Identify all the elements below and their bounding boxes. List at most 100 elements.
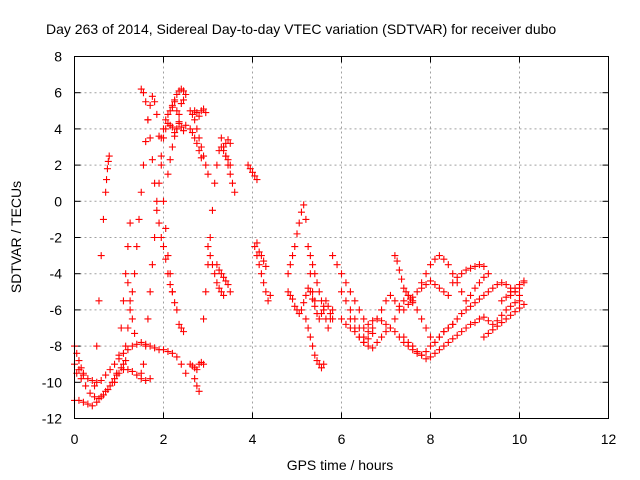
data-point [520, 300, 528, 308]
data-point [342, 320, 350, 328]
data-point [146, 101, 154, 109]
y-tick-label: -8 [50, 338, 63, 354]
data-point [142, 138, 150, 146]
data-point [142, 342, 150, 350]
data-point [402, 288, 410, 296]
data-point [177, 324, 185, 332]
data-point [378, 333, 386, 341]
data-point [135, 215, 143, 223]
data-point [498, 279, 506, 287]
y-tick-label: -6 [50, 302, 63, 318]
data-point [511, 299, 519, 307]
data-point [382, 297, 390, 305]
data-point [193, 366, 201, 374]
data-point [467, 320, 475, 328]
data-point [395, 266, 403, 274]
data-point [142, 376, 150, 384]
x-tick-label: 12 [601, 431, 617, 447]
data-point [391, 315, 399, 323]
data-point [502, 293, 510, 301]
data-point [111, 378, 119, 386]
data-point [324, 324, 332, 332]
data-point [304, 324, 312, 332]
data-point [422, 324, 430, 332]
data-point [311, 351, 319, 359]
data-point [360, 315, 368, 323]
data-point [440, 328, 448, 336]
data-point [175, 320, 183, 328]
data-point [502, 306, 510, 314]
data-point [462, 266, 470, 274]
data-point [228, 179, 236, 187]
series-t36 [360, 291, 457, 346]
data-point [126, 297, 134, 305]
data-point [317, 310, 325, 318]
data-point [444, 324, 452, 332]
data-point [131, 329, 139, 337]
series-t15 [124, 279, 139, 337]
data-point [155, 219, 163, 227]
data-point [507, 311, 515, 319]
data-point [173, 306, 181, 314]
data-point [498, 319, 506, 327]
series-t32 [306, 252, 337, 332]
data-point [195, 387, 203, 395]
plot-frame [74, 56, 609, 419]
data-point [168, 143, 176, 151]
data-point [262, 288, 270, 296]
data-point [128, 342, 136, 350]
data-point [511, 284, 519, 292]
data-point [99, 215, 107, 223]
data-point [406, 295, 414, 303]
data-point [191, 375, 199, 383]
data-point [297, 208, 305, 216]
data-point [200, 315, 208, 323]
data-point [160, 346, 167, 354]
data-point [313, 279, 321, 287]
data-point [151, 234, 159, 241]
data-point [484, 288, 492, 296]
x-tick-label: 10 [512, 431, 528, 447]
data-point [458, 270, 466, 278]
data-point [166, 281, 174, 289]
data-point [293, 230, 301, 238]
data-point [467, 291, 475, 299]
data-point [191, 134, 199, 142]
data-point [208, 206, 216, 214]
data-point [164, 348, 172, 356]
data-point [471, 284, 479, 292]
data-point [400, 333, 408, 341]
data-point [226, 288, 234, 296]
data-point [200, 360, 208, 368]
data-point [180, 87, 188, 95]
data-point [157, 161, 165, 169]
data-point [427, 342, 434, 350]
data-point [206, 234, 214, 241]
data-point [211, 179, 219, 187]
data-point [173, 125, 181, 133]
data-point [444, 338, 452, 346]
data-point [91, 382, 99, 390]
data-point [79, 369, 87, 377]
data-point [103, 176, 111, 184]
data-point [309, 261, 317, 269]
data-point [284, 270, 292, 278]
data-point [289, 252, 297, 260]
data-point [338, 288, 345, 296]
y-tick-label: -4 [50, 266, 63, 282]
data-point [153, 197, 161, 205]
data-point [224, 161, 232, 169]
data-point [264, 297, 272, 305]
data-point [260, 279, 268, 287]
series-t5 [91, 152, 113, 390]
data-point [164, 270, 172, 278]
data-point [502, 281, 510, 289]
data-point [300, 201, 308, 209]
data-point [413, 288, 421, 296]
data-point [88, 402, 96, 410]
data-point [115, 351, 123, 359]
data-point [382, 328, 390, 336]
series-t44 [346, 315, 377, 346]
data-point [164, 252, 172, 260]
data-point [253, 176, 261, 184]
